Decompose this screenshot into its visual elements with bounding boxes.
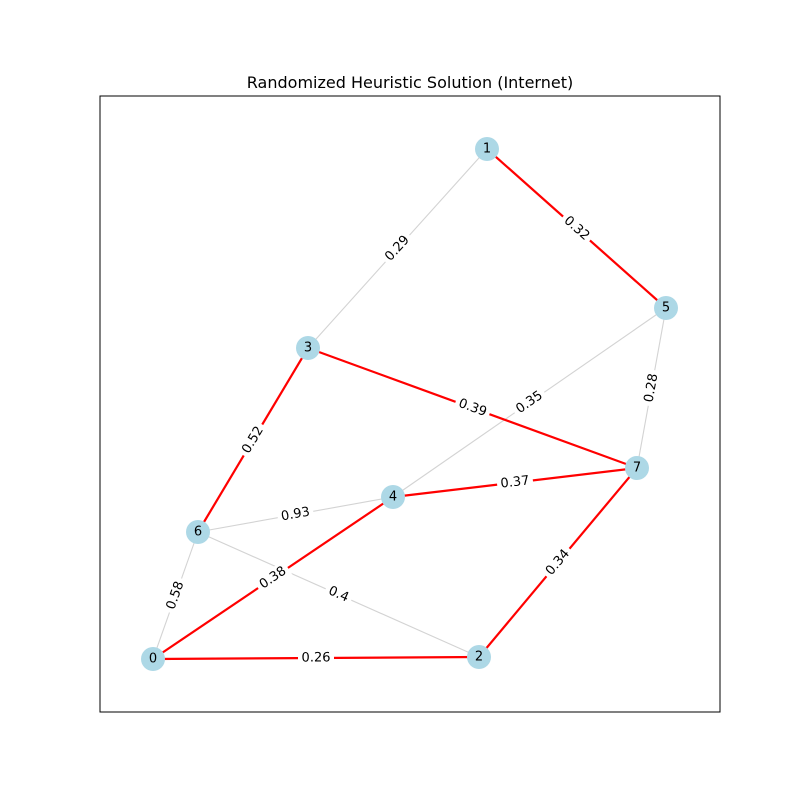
node-6: 6	[186, 520, 210, 544]
node-0: 0	[141, 647, 165, 671]
node-1: 1	[475, 137, 499, 161]
node-label: 6	[194, 525, 202, 540]
node-label: 1	[483, 142, 491, 157]
nodes-layer: 0 1 2 3 4 5 6 7	[141, 137, 678, 671]
node-label: 2	[475, 650, 483, 665]
node-label: 3	[304, 341, 312, 356]
node-2: 2	[467, 645, 491, 669]
figure-title: Randomized Heuristic Solution (Internet)	[247, 73, 573, 92]
edge-label-6-0: 0.58	[161, 575, 190, 616]
node-label: 5	[662, 301, 670, 316]
node-4: 4	[381, 485, 405, 509]
edge-label-5-7: 0.28	[639, 368, 664, 408]
edge-label-6-4: 0.93	[276, 502, 315, 527]
edge-label-background	[496, 471, 534, 494]
edge-label-4-7: 0.37	[496, 471, 534, 494]
node-label: 7	[633, 461, 641, 476]
edge-label-background	[639, 368, 664, 408]
node-circle	[467, 645, 491, 669]
edge-label-background	[253, 560, 293, 596]
node-label: 0	[149, 652, 157, 667]
edge-label-background	[276, 502, 315, 527]
node-circle	[141, 647, 165, 671]
edge-label-background	[297, 648, 335, 668]
edge-label-background	[539, 542, 577, 583]
edge-weight-label: 0.28	[642, 372, 662, 403]
node-circle	[654, 296, 678, 320]
node-circle	[186, 520, 210, 544]
edge-label-background	[557, 209, 596, 248]
edge-weight-label: 0.26	[301, 650, 330, 665]
edge-weight-label: 0.37	[500, 473, 531, 491]
node-3: 3	[296, 336, 320, 360]
edge-label-background	[322, 580, 355, 609]
node-7: 7	[625, 456, 649, 480]
node-circle	[475, 137, 499, 161]
edge-labels-layer: 0.290.35 0.280.930.40.580.320.390.520.370…	[161, 209, 664, 668]
edge-label-0-2: 0.26	[297, 648, 335, 668]
edge-label-background	[236, 419, 270, 461]
plot-frame	[99, 95, 721, 713]
node-circle	[296, 336, 320, 360]
edge-label-background	[509, 384, 550, 421]
node-5: 5	[654, 296, 678, 320]
node-circle	[625, 456, 649, 480]
edge-label-background	[452, 393, 493, 423]
edge-label-background	[378, 229, 417, 268]
edge-label-6-2: 0.4	[322, 580, 355, 609]
edge-weight-label: 0.93	[280, 505, 311, 525]
node-circle	[381, 485, 405, 509]
node-label: 4	[389, 490, 397, 505]
edge-label-background	[161, 575, 190, 616]
